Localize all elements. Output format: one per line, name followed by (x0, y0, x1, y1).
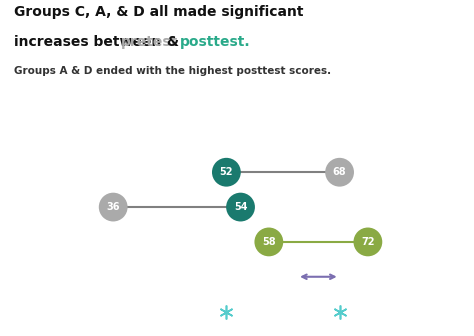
Text: &: & (162, 35, 184, 49)
Text: posttest.: posttest. (180, 35, 251, 49)
Text: 36: 36 (107, 202, 120, 212)
Text: 58: 58 (262, 237, 276, 247)
Text: 54: 54 (234, 202, 247, 212)
Point (265, 239, 273, 245)
Point (109, 204, 117, 210)
Point (364, 239, 372, 245)
Text: Groups C, A, & D all made significant: Groups C, A, & D all made significant (14, 5, 304, 19)
Text: 72: 72 (361, 237, 374, 247)
Text: increases between: increases between (14, 35, 166, 49)
Point (336, 170, 343, 175)
Text: Groups A & D ended with the highest posttest scores.: Groups A & D ended with the highest post… (14, 66, 331, 76)
Point (223, 170, 230, 175)
Point (237, 204, 244, 210)
Text: 52: 52 (219, 167, 233, 177)
Text: pretest: pretest (121, 35, 178, 49)
Text: 68: 68 (333, 167, 346, 177)
